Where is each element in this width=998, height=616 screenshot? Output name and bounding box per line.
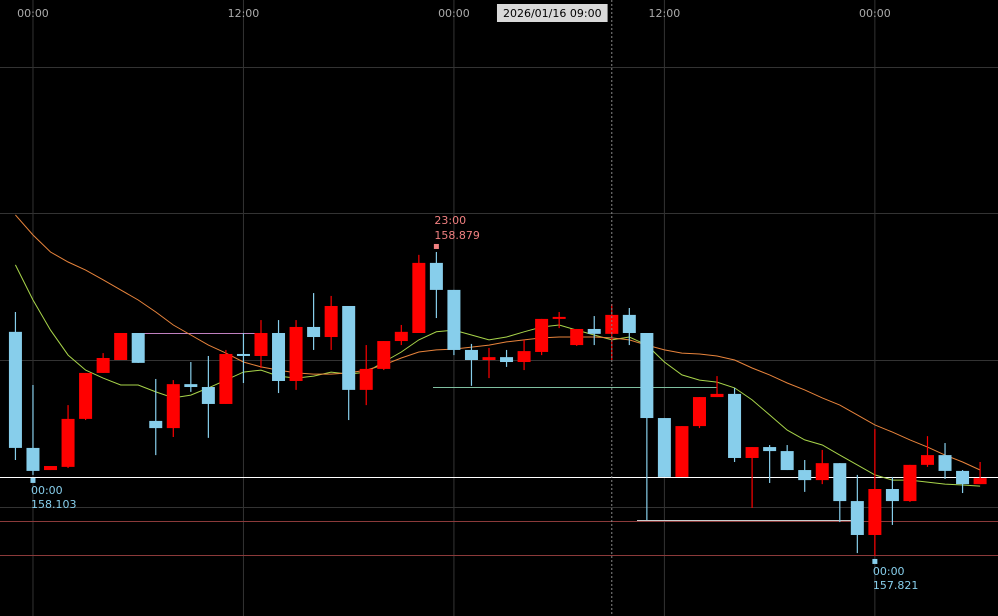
candle-body [114,332,128,361]
candle-body [377,341,391,369]
candle-body [44,466,58,471]
candle-body [254,332,268,356]
candle-body [184,384,198,388]
candle-body [236,353,250,356]
crosshair: 2026/01/16 09:00 [496,0,613,616]
x-axis: 00:00 12:00 00:00 12:00 00:00 [17,7,891,20]
crosshair-label-bg [496,4,608,22]
candle-body [956,470,970,485]
candle-body [429,262,443,290]
candle-body [289,326,303,381]
candle-body [359,368,373,390]
candle-body [535,318,549,352]
candle-body [342,305,356,390]
ma-line [15,214,981,471]
candle-body [517,351,531,363]
candle-body [973,478,987,485]
candle-body [447,289,461,350]
candle-body [500,357,514,363]
candle-body [26,447,40,471]
x-tick-label: 00:00 [859,7,891,20]
candle-body [728,393,742,458]
candle-body [552,316,566,319]
candle-body [640,332,654,419]
annotation-marker [30,477,36,483]
annotation-time: 00:00 [873,565,905,578]
annotation-time: 00:00 [31,484,63,497]
candle-body [938,455,952,471]
candle-body [798,470,812,481]
candle-body [464,349,478,361]
candle-body [394,331,408,342]
candle-body [745,447,759,458]
annotation-value: 157.821 [873,579,919,592]
candle-body [587,328,601,334]
candle-body [833,463,847,502]
candle-body [570,328,584,346]
annotation-value: 158.879 [434,229,480,242]
grid [0,67,998,508]
annotation-time: 23:00 [434,214,466,227]
x-tick-label: 12:00 [228,7,260,20]
levels [0,333,998,556]
candle-body [149,420,163,429]
candle-body [903,464,917,502]
candle-body [657,418,671,477]
x-tick-label: 00:00 [17,7,49,20]
candle-body [96,357,110,373]
candle-body [219,353,233,404]
candle-body [710,393,724,398]
candle-body [324,305,338,338]
x-tick-label: 12:00 [649,7,681,20]
candle-body [885,489,899,502]
candle-body [815,463,829,481]
candle-body [79,372,93,419]
candle-body [272,332,286,381]
candle-body [622,314,636,333]
candle-body [675,426,689,477]
candle-body [166,384,180,429]
candle-body [850,501,864,535]
candle-body [692,397,706,427]
candle-body [412,262,426,333]
x-tick-label: 00:00 [438,7,470,20]
candles [8,251,987,556]
crosshair-label: 2026/01/16 09:00 [503,7,602,20]
candle-body [8,331,22,448]
candle-body [131,332,145,363]
candle-body [201,387,215,404]
candle-body [780,451,794,471]
candle-body [868,489,882,535]
annotation-value: 158.103 [31,498,77,511]
candle-body [920,455,934,465]
annotation-marker [872,558,878,564]
candle-body [61,418,75,467]
candle-body [482,357,496,361]
candle-body [763,447,777,452]
annotation-marker [433,243,439,249]
candle-body [307,326,321,338]
